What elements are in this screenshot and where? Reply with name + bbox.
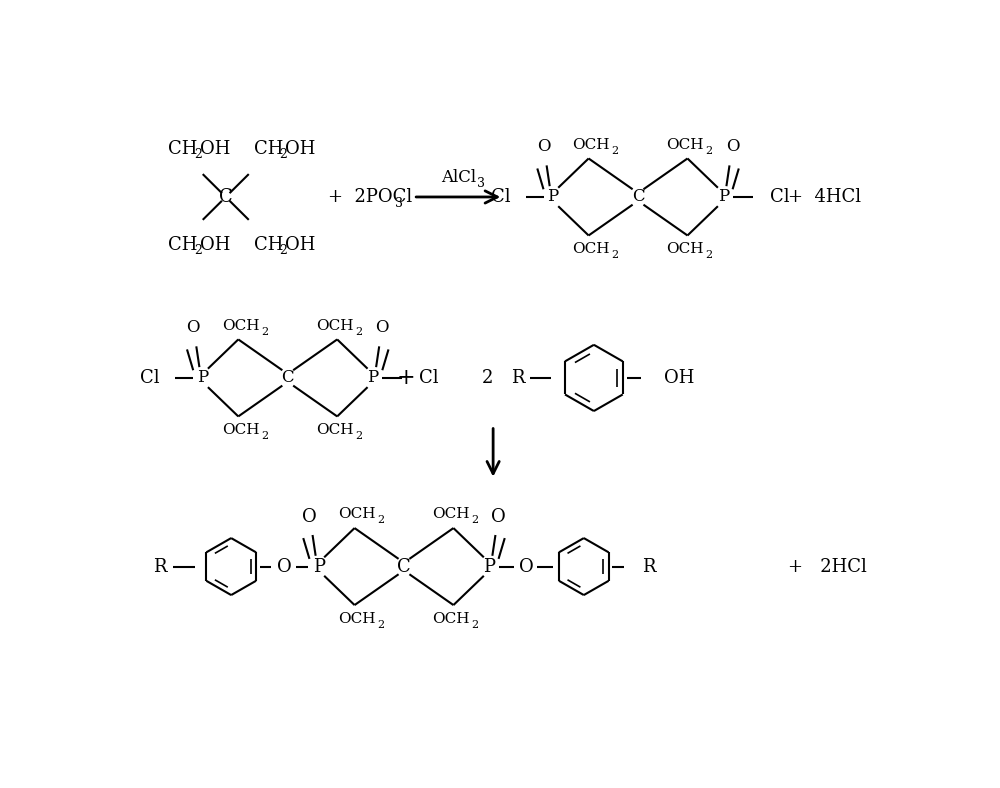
Text: 2: 2 [472,620,479,630]
Text: AlCl: AlCl [441,169,476,186]
Text: 3: 3 [395,198,403,210]
Text: R: R [511,369,524,387]
Text: Cl: Cl [140,369,160,387]
Text: OCH: OCH [338,612,376,626]
Text: OH: OH [285,236,315,254]
Text: Cl: Cl [420,369,439,387]
Text: OCH: OCH [666,243,704,256]
Text: R: R [153,558,167,575]
Text: O: O [491,507,506,526]
Text: +: + [396,367,415,389]
Text: 2: 2 [194,243,202,257]
Text: 2: 2 [706,251,713,261]
Text: +  4HCl: + 4HCl [788,188,861,206]
Text: 2: 2 [279,243,287,257]
Text: OCH: OCH [432,507,470,521]
Text: 2: 2 [472,515,479,526]
Text: O: O [277,558,292,575]
Text: P: P [547,188,558,206]
Text: OCH: OCH [338,507,376,521]
Text: C: C [281,370,294,386]
Text: P: P [483,558,495,575]
Text: 2: 2 [261,327,268,336]
Text: 2: 2 [611,251,619,261]
Text: O: O [726,139,739,155]
Text: OH: OH [285,140,315,158]
Text: P: P [197,370,208,386]
Text: OCH: OCH [222,318,259,333]
Text: 2: 2 [194,148,202,161]
Text: R: R [642,558,655,575]
Text: OCH: OCH [316,318,354,333]
Text: 2: 2 [482,369,493,387]
Text: O: O [302,507,317,526]
Text: C: C [397,558,411,575]
Text: Cl: Cl [770,188,789,206]
Text: 2: 2 [706,146,713,156]
Text: OH: OH [664,369,695,387]
Text: CH: CH [254,140,283,158]
Text: OCH: OCH [572,243,610,256]
Text: OCH: OCH [222,423,259,437]
Text: OCH: OCH [316,423,354,437]
Text: 2: 2 [355,432,362,441]
Text: P: P [367,370,379,386]
Text: OCH: OCH [572,138,610,151]
Text: P: P [718,188,729,206]
Text: Cl: Cl [491,188,510,206]
Text: O: O [537,139,550,155]
Text: 2: 2 [377,620,384,630]
Text: OCH: OCH [666,138,704,151]
Text: P: P [313,558,325,575]
Text: CH: CH [254,236,283,254]
Text: 3: 3 [478,177,486,191]
Text: OCH: OCH [432,612,470,626]
Text: 2: 2 [611,146,619,156]
Text: OH: OH [200,236,230,254]
Text: 2: 2 [355,327,362,336]
Text: C: C [632,188,644,206]
Text: +   2HCl: + 2HCl [788,558,866,575]
Text: CH: CH [168,140,198,158]
Text: +  2POCl: + 2POCl [328,188,412,206]
Text: O: O [376,319,389,336]
Text: 2: 2 [377,515,384,526]
Text: CH: CH [168,236,198,254]
Text: 2: 2 [279,148,287,161]
Text: C: C [219,188,233,206]
Text: O: O [186,319,200,336]
Text: O: O [519,558,534,575]
Text: 2: 2 [261,432,268,441]
Text: OH: OH [200,140,230,158]
